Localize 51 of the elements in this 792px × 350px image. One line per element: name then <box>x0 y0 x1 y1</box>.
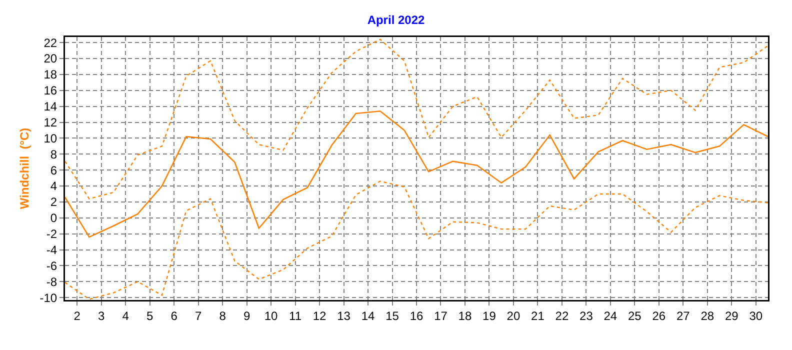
x-tick-label: 11 <box>289 308 302 323</box>
x-tick-label: 16 <box>410 308 424 323</box>
x-tick-label: 7 <box>194 308 202 323</box>
x-tick-label: 14 <box>361 308 376 323</box>
x-tick-label: 5 <box>146 308 154 323</box>
y-tick-label: 10 <box>44 131 58 146</box>
x-tick-label: 26 <box>652 308 666 323</box>
y-tick-label: 8 <box>50 147 58 162</box>
x-tick-label: 30 <box>749 308 763 323</box>
y-tick-label: 14 <box>44 100 58 114</box>
x-tick-label: 27 <box>676 308 690 323</box>
y-tick-label: 16 <box>44 84 58 98</box>
chart-title: April 2022 <box>367 13 425 28</box>
y-tick-label: -8 <box>46 274 58 289</box>
y-tick-label: -4 <box>46 242 58 257</box>
y-tick-label: 6 <box>50 163 58 178</box>
x-tick-label: 25 <box>628 308 642 323</box>
y-tick-label: 12 <box>44 115 58 130</box>
x-tick-label: 13 <box>337 308 351 323</box>
y-tick-label: 20 <box>44 52 58 66</box>
y-tick-label: 4 <box>50 179 58 194</box>
x-tick-label: 8 <box>219 308 226 323</box>
x-tick-label: 24 <box>604 308 618 323</box>
x-tick-label: 3 <box>98 308 106 323</box>
y-axis-title: Windchill (°C) <box>17 128 32 210</box>
x-tick-label: 12 <box>312 308 327 323</box>
y-tick-label: -6 <box>46 258 58 273</box>
y-tick-label: 18 <box>44 68 58 82</box>
x-tick-label: 9 <box>243 308 250 323</box>
x-tick-label: 2 <box>74 308 81 323</box>
line-series <box>65 110 768 238</box>
x-tick-label: 17 <box>434 308 448 323</box>
x-tick-label: 22 <box>555 308 569 323</box>
line-series <box>65 180 768 300</box>
x-tick-label: 21 <box>531 308 545 323</box>
x-tick-label: 28 <box>700 308 714 323</box>
y-tick-label: 2 <box>50 195 58 210</box>
x-tick-label: 15 <box>386 308 400 323</box>
y-tick-label: 22 <box>44 36 58 50</box>
x-tick-label: 23 <box>580 308 594 323</box>
line-series <box>65 38 768 200</box>
x-tick-label: 20 <box>506 308 520 323</box>
y-tick-label: -2 <box>46 227 58 242</box>
x-tick-label: 6 <box>170 308 178 323</box>
y-tick-label: 0 <box>50 211 58 226</box>
x-tick-label: 4 <box>122 308 130 323</box>
x-tick-label: 29 <box>724 308 739 323</box>
x-tick-label: 18 <box>458 308 472 323</box>
x-tick-label: 19 <box>482 308 496 323</box>
y-tick-label: -10 <box>40 290 58 305</box>
x-tick-label: 10 <box>264 308 278 323</box>
